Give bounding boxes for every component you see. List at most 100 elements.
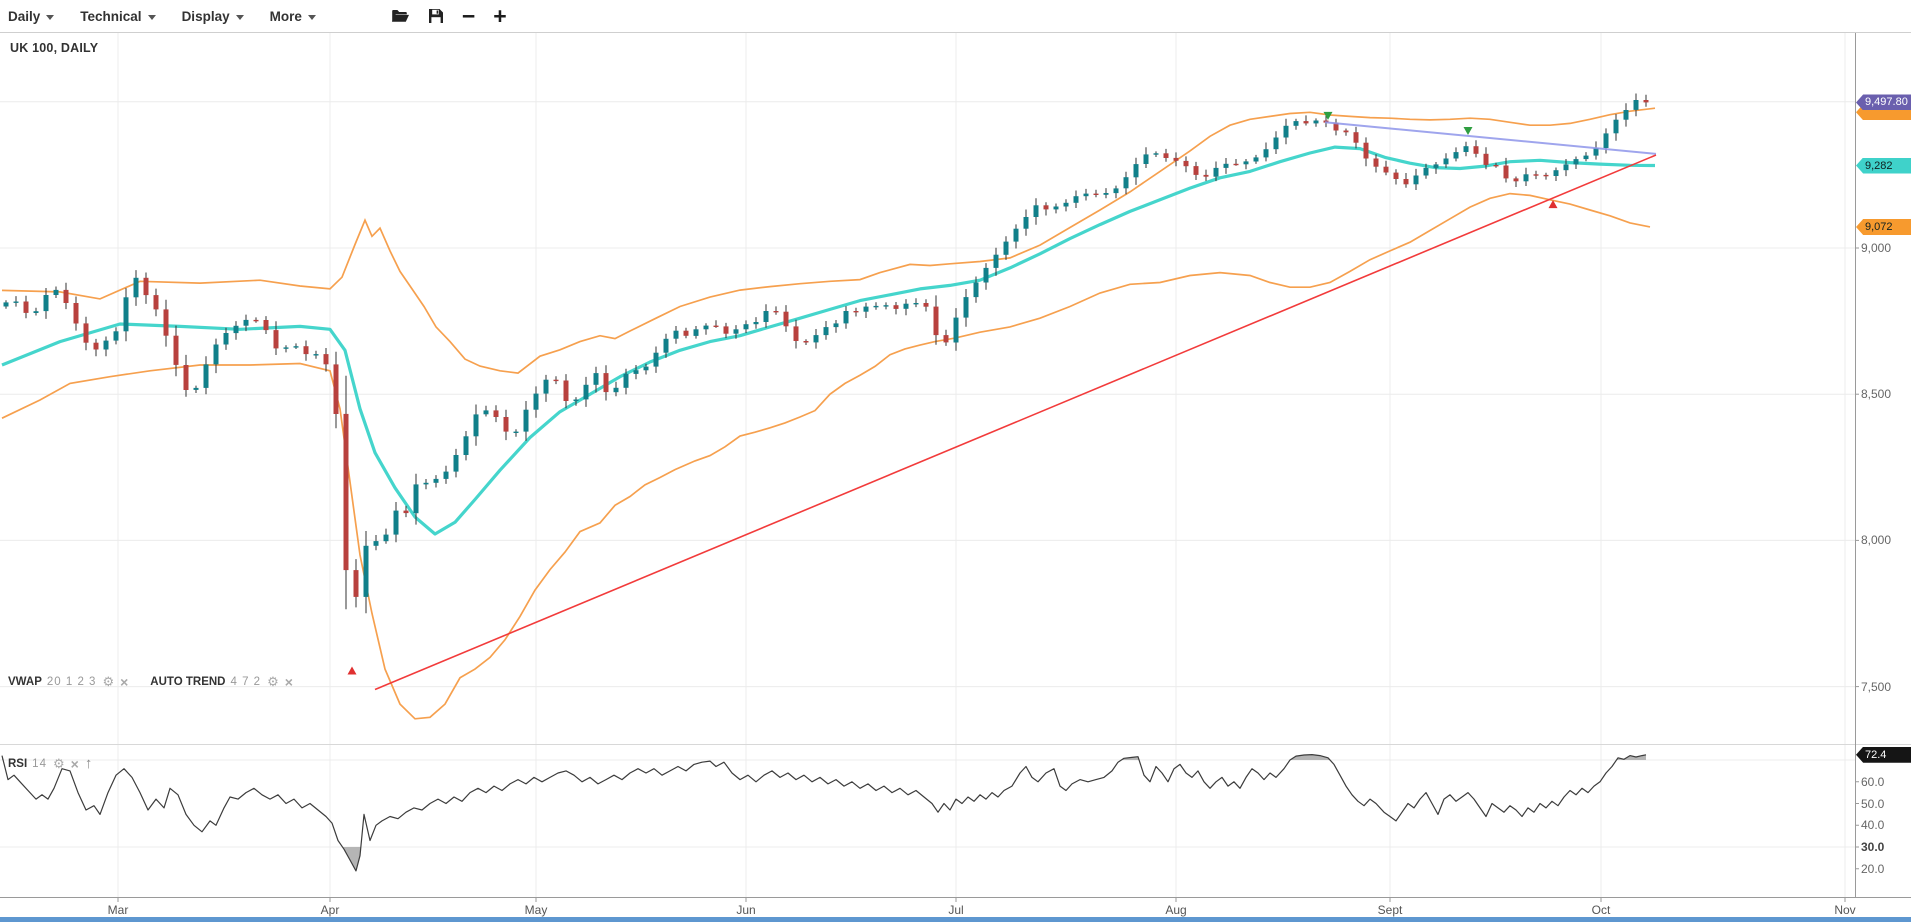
bull-candle: [1063, 202, 1069, 207]
bull-candle: [223, 333, 229, 345]
gear-icon[interactable]: ⚙: [267, 674, 279, 689]
bear-candle: [1233, 163, 1239, 166]
bear-candle: [1363, 142, 1369, 159]
bull-candle: [883, 305, 889, 307]
bear-candle: [153, 295, 159, 310]
bull-candle: [533, 393, 539, 410]
close-icon[interactable]: ×: [120, 674, 129, 690]
rsi-axis-label: 20.0: [1861, 861, 1885, 876]
bull-candle: [583, 384, 589, 400]
bull-candle: [633, 370, 639, 374]
bull-candle: [993, 254, 999, 268]
bull-candle: [1253, 157, 1259, 162]
bull-candle: [973, 282, 979, 298]
bull-candle: [193, 387, 199, 390]
bear-candle: [163, 309, 169, 336]
x-axis-label: Oct: [1591, 903, 1611, 917]
bear-candle: [83, 323, 89, 343]
chevron-down-icon: [307, 14, 316, 20]
bull-candle: [1023, 217, 1029, 229]
bull-candle: [1283, 125, 1289, 138]
bull-candle: [1243, 161, 1249, 165]
bear-candle: [1533, 174, 1539, 176]
bear-candle: [1373, 158, 1379, 167]
bull-candle: [763, 311, 769, 322]
bear-candle: [933, 306, 939, 336]
zoom-out-button[interactable]: −: [461, 3, 476, 29]
bull-candle: [543, 379, 549, 394]
close-icon[interactable]: ×: [70, 756, 79, 772]
bear-candle: [723, 326, 729, 334]
bull-candle: [133, 277, 139, 298]
x-axis-label: Sept: [1377, 903, 1403, 917]
menu-display[interactable]: Display: [182, 9, 244, 24]
bull-candle: [1563, 164, 1569, 171]
bull-candle: [103, 340, 109, 350]
menu-technical-label: Technical: [80, 8, 142, 24]
bull-candle: [1013, 228, 1019, 242]
gear-icon[interactable]: ⚙: [52, 756, 65, 771]
indicator-vwap-params: 20 1 2 3: [46, 676, 97, 688]
rsi-axis-label: 60.0: [1861, 774, 1885, 789]
bear-candle: [353, 570, 359, 597]
save-chart-button[interactable]: [428, 5, 444, 27]
gear-icon[interactable]: ⚙: [102, 674, 115, 689]
bull-candle: [743, 324, 749, 330]
bull-candle: [1453, 152, 1459, 159]
bear-candle: [803, 341, 809, 343]
chart-area: UK 100, DAILY VWAP 20 1 2 3 ⚙ × AUTO TRE…: [0, 33, 1911, 922]
bull-candle: [623, 373, 629, 388]
open-chart-button[interactable]: [391, 5, 410, 27]
bull-candle: [1433, 164, 1439, 168]
expand-up-icon[interactable]: ↑: [84, 755, 93, 772]
bull-candle: [1263, 149, 1269, 158]
menu-technical[interactable]: Technical: [80, 8, 156, 24]
x-axis-label: Jul: [948, 903, 964, 917]
upper-band-line: [1, 107, 1656, 374]
bull-candle: [393, 510, 399, 535]
bull-candle: [373, 541, 379, 546]
bull-candle: [43, 295, 49, 312]
close-icon[interactable]: ×: [284, 674, 293, 690]
bull-candle: [1623, 110, 1629, 120]
bull-candle: [443, 471, 449, 479]
bull-candle: [113, 331, 119, 341]
candles-layer: [3, 93, 1649, 614]
indicator-auto-trend-name: AUTO TREND: [150, 676, 226, 688]
y-axis-label: 8,500: [1861, 387, 1892, 402]
indicator-auto-trend-params: 4 7 2: [230, 676, 262, 688]
bear-candle: [403, 510, 409, 514]
bull-candle: [613, 387, 619, 393]
bull-candle: [1153, 153, 1159, 155]
bear-candle: [63, 289, 69, 303]
bull-candle: [963, 297, 969, 318]
bull-candle: [1213, 167, 1219, 177]
rsi-extreme-fill: [342, 847, 361, 871]
bull-candle: [1113, 188, 1119, 194]
bear-candle: [253, 319, 259, 322]
bear-candle: [1303, 121, 1309, 124]
zoom-in-button[interactable]: +: [493, 3, 507, 29]
bull-candle: [453, 455, 459, 472]
bull-candle: [1223, 163, 1229, 168]
bear-candle: [553, 379, 559, 382]
bear-candle: [1493, 165, 1499, 167]
buy-signal-marker: [1548, 200, 1558, 209]
rsi-axis-label: 40.0: [1861, 818, 1885, 833]
buy-signal-marker: [347, 666, 357, 675]
bear-candle: [173, 335, 179, 365]
indicator-rsi-params: 14: [32, 758, 47, 770]
indicator-vwap: VWAP 20 1 2 3 ⚙ ×: [8, 674, 134, 690]
bear-candle: [1383, 166, 1389, 173]
bull-candle: [1133, 164, 1139, 178]
menu-more[interactable]: More: [270, 9, 316, 24]
x-axis-label: Aug: [1165, 903, 1187, 917]
bull-candle: [1583, 155, 1589, 160]
bull-candle: [1423, 167, 1429, 176]
menu-daily[interactable]: Daily: [8, 9, 55, 24]
bear-candle: [303, 346, 309, 355]
bear-candle: [333, 364, 339, 414]
bull-candle: [123, 297, 129, 332]
indicator-rsi-name: RSI: [8, 758, 28, 770]
